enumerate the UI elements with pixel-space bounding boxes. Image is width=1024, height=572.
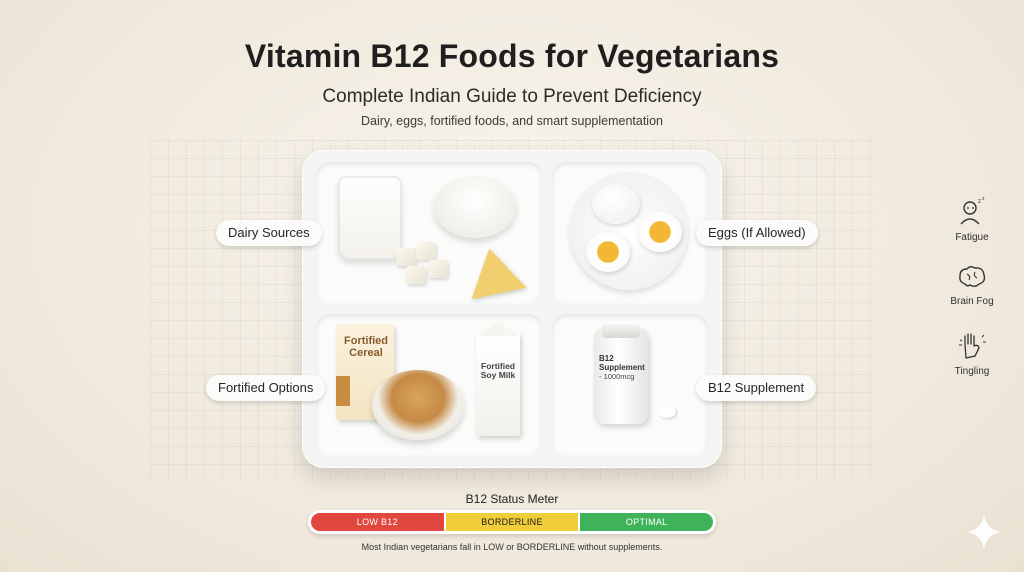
cereal-box-stripe bbox=[336, 376, 350, 406]
label-eggs: Eggs (If Allowed) bbox=[696, 220, 818, 246]
paneer-cube-icon bbox=[416, 242, 436, 260]
half-egg-icon bbox=[586, 232, 630, 272]
half-egg-icon bbox=[638, 212, 682, 252]
cereal-box-label: Fortified Cereal bbox=[344, 335, 388, 359]
paneer-cube-icon bbox=[428, 260, 448, 278]
svg-text:z: z bbox=[978, 199, 981, 205]
bottle-cap bbox=[602, 324, 640, 338]
label-dairy-sources: Dairy Sources bbox=[216, 220, 322, 246]
cereal-bowl-icon bbox=[372, 370, 464, 440]
eggs-compartment bbox=[552, 162, 708, 304]
bottle-label-line2: Supplement bbox=[599, 363, 645, 373]
sparkle-icon bbox=[966, 514, 1002, 550]
page-subtitle: Complete Indian Guide to Prevent Deficie… bbox=[322, 86, 702, 107]
bottle-label-line1: B12 bbox=[599, 354, 614, 363]
whole-egg-icon bbox=[592, 184, 640, 224]
soy-carton-label-line1: Fortified bbox=[481, 361, 515, 371]
fortified-compartment: Fortified Cereal Fortified Soy Milk bbox=[316, 314, 542, 456]
supplement-bottle-icon: B12 Supplement - 1000mcg bbox=[594, 324, 648, 424]
svg-text:z: z bbox=[982, 196, 985, 202]
brain-icon bbox=[959, 266, 986, 287]
label-fortified-options: Fortified Options bbox=[206, 375, 326, 401]
meter-segment-low: LOW B12 bbox=[311, 513, 444, 531]
tingling-hand-icon bbox=[959, 333, 986, 359]
paneer-cube-icon bbox=[396, 248, 416, 266]
meter-segment-borderline: BORDERLINE bbox=[445, 513, 579, 531]
b12-status-meter: LOW B12 BORDERLINE OPTIMAL bbox=[308, 510, 716, 534]
label-b12-supplement: B12 Supplement bbox=[696, 375, 817, 401]
dairy-compartment bbox=[316, 162, 542, 304]
food-tray: Fortified Cereal Fortified Soy Milk B12 … bbox=[302, 150, 722, 468]
cheese-wedge-icon bbox=[461, 242, 527, 300]
soy-milk-carton-icon: Fortified Soy Milk bbox=[476, 332, 520, 436]
symptom-fatigue: z z Fatigue bbox=[942, 196, 1002, 243]
meter-title: B12 Status Meter bbox=[465, 492, 559, 506]
page-title: Vitamin B12 Foods for Vegetarians bbox=[244, 38, 780, 74]
page-tagline: Dairy, eggs, fortified foods, and smart … bbox=[360, 114, 663, 128]
sleepy-person-icon: z z bbox=[960, 196, 985, 225]
meter-footnote: Most Indian vegetarians fall in LOW or B… bbox=[361, 542, 663, 552]
soy-carton-label-line2: Soy Milk bbox=[480, 370, 516, 381]
pill-icon bbox=[658, 406, 676, 418]
yogurt-bowl-icon bbox=[434, 176, 516, 238]
symptom-tingling-label: Tingling bbox=[954, 366, 990, 377]
symptom-tingling: Tingling bbox=[942, 330, 1002, 377]
bottle-dose: - 1000mcg bbox=[599, 372, 635, 382]
supplement-compartment: B12 Supplement - 1000mcg bbox=[552, 314, 708, 456]
symptom-brain-fog: Brain Fog bbox=[942, 264, 1002, 307]
meter-segment-optimal: OPTIMAL bbox=[580, 513, 714, 531]
paneer-cube-icon bbox=[406, 266, 426, 284]
symptom-brain-fog-label: Brain Fog bbox=[950, 296, 994, 307]
milk-glass-icon bbox=[338, 176, 402, 260]
symptom-fatigue-label: Fatigue bbox=[955, 232, 989, 243]
